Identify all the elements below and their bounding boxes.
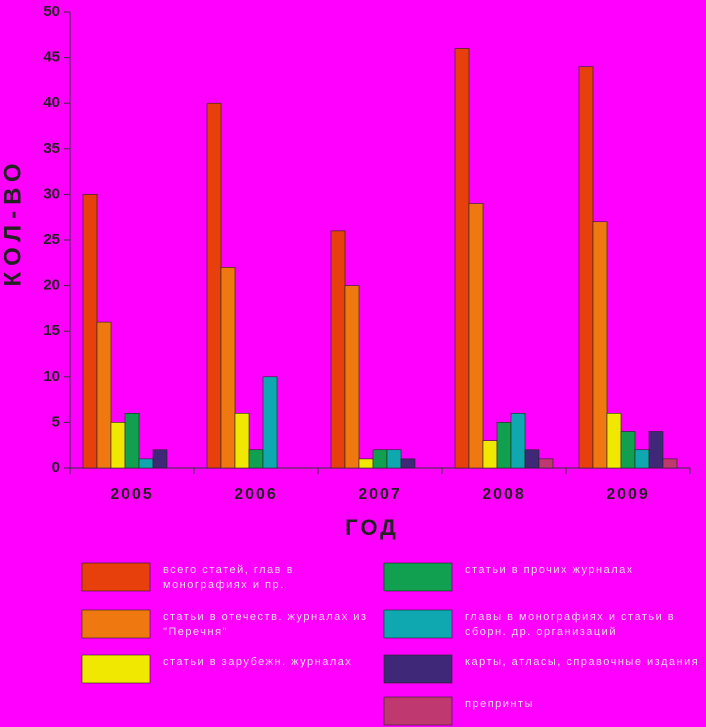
legend-label: всего статей, глав в монографиях и пр. bbox=[163, 564, 294, 591]
y-tick-label: 45 bbox=[43, 49, 60, 66]
y-tick-label: 40 bbox=[43, 94, 60, 111]
bar bbox=[620, 431, 636, 469]
legend-swatch bbox=[383, 654, 453, 684]
y-tick-label: 0 bbox=[52, 459, 60, 476]
y-tick-label: 25 bbox=[43, 231, 60, 248]
y-tick-label: 35 bbox=[43, 140, 60, 157]
bar bbox=[662, 458, 678, 469]
bar bbox=[606, 412, 622, 469]
bar bbox=[454, 48, 470, 469]
bar bbox=[468, 203, 484, 469]
y-tick-label: 30 bbox=[43, 185, 60, 202]
legend-swatch bbox=[383, 562, 453, 592]
bar bbox=[496, 422, 512, 469]
y-tick-label: 5 bbox=[52, 413, 60, 430]
legend-label: препринты bbox=[465, 698, 534, 710]
legend-label: статьи в прочих журналах bbox=[465, 564, 634, 576]
x-tick-label: 2008 bbox=[482, 486, 526, 503]
bar bbox=[538, 458, 554, 469]
bar bbox=[358, 458, 374, 469]
bar bbox=[96, 321, 112, 469]
y-axis-label: КОЛ-ВО bbox=[0, 158, 26, 287]
legend-label: статьи в отечеств. журналах из "Перечня" bbox=[163, 611, 368, 638]
legend-swatch bbox=[81, 562, 151, 592]
bar bbox=[124, 412, 140, 469]
x-tick-label: 2006 bbox=[234, 486, 278, 503]
bar bbox=[138, 458, 154, 469]
bar bbox=[648, 431, 664, 469]
legend-label: статьи в зарубежн. журналах bbox=[163, 656, 353, 668]
bar bbox=[400, 458, 416, 469]
bar bbox=[482, 440, 498, 469]
bar bbox=[386, 449, 402, 469]
bar bbox=[372, 449, 388, 469]
bar bbox=[234, 412, 250, 469]
x-tick-label: 2007 bbox=[358, 486, 402, 503]
bar bbox=[578, 66, 594, 469]
legend-label: карты, атласы, справочные издания bbox=[465, 656, 700, 668]
bar bbox=[344, 285, 360, 469]
bar bbox=[248, 449, 264, 469]
bar bbox=[262, 376, 278, 469]
legend-swatch bbox=[383, 609, 453, 639]
y-tick-label: 10 bbox=[43, 368, 60, 385]
bar bbox=[524, 449, 540, 469]
y-tick-label: 20 bbox=[43, 277, 60, 294]
x-tick-label: 2005 bbox=[110, 486, 154, 503]
bar bbox=[82, 194, 98, 469]
bar bbox=[510, 412, 526, 469]
x-tick-label: 2009 bbox=[606, 486, 650, 503]
bar bbox=[220, 267, 236, 469]
y-tick-label: 15 bbox=[43, 322, 60, 339]
bar bbox=[206, 102, 222, 469]
bar bbox=[330, 230, 346, 469]
bar bbox=[152, 449, 168, 469]
x-axis-label: ГОД bbox=[345, 515, 399, 540]
bar bbox=[110, 422, 126, 469]
y-tick-label: 50 bbox=[43, 3, 60, 20]
legend-swatch bbox=[383, 696, 453, 726]
legend-swatch bbox=[81, 609, 151, 639]
legend-label: главы в монографиях и статьи в сборн. др… bbox=[465, 611, 676, 638]
bar bbox=[592, 221, 608, 469]
legend-swatch bbox=[81, 654, 151, 684]
bar bbox=[634, 449, 650, 469]
